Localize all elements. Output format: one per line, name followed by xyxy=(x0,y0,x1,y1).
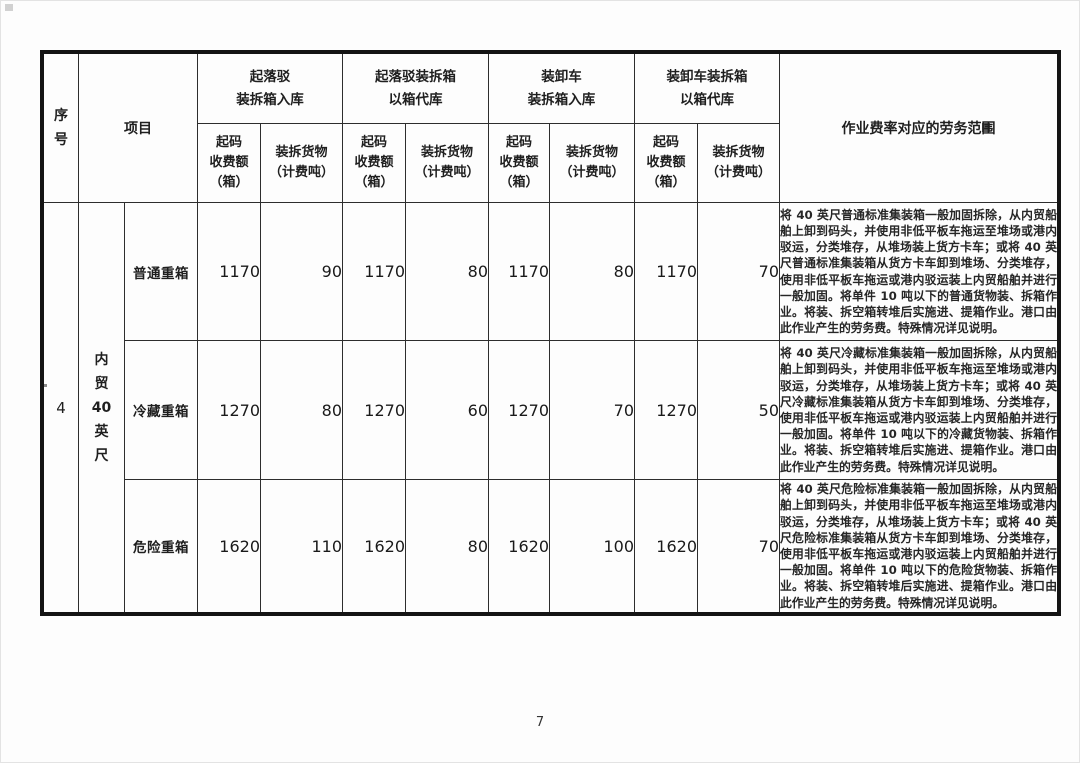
fee-cell: 1170 xyxy=(634,202,698,341)
fee-group-header-1: 起落驳 装拆箱入库 xyxy=(197,52,343,124)
fee-cell: 1620 xyxy=(488,479,550,614)
category-cell: 内 贸 40 英 尺 xyxy=(78,202,125,614)
category-char: 贸 xyxy=(94,375,109,392)
labor-scope-text: 将 40 英尺普通标准集装箱一般加固拆除，从内贸船舶上卸到码头，并使用非低平板车… xyxy=(779,202,1059,341)
labor-scope-text: 将 40 英尺冷藏标准集装箱一般加固拆除，从内贸船舶上卸到码头，并使用非低平板车… xyxy=(779,340,1059,480)
fee-cell: 1270 xyxy=(197,340,261,480)
subheader-line: （计费吨） xyxy=(559,165,625,180)
serial-header-char: 序 xyxy=(54,108,68,124)
fee-cell: 80 xyxy=(405,479,489,614)
group-header-line: 装拆箱入库 xyxy=(527,91,596,108)
fee-cell: 1270 xyxy=(488,340,550,480)
group-header-line: 装卸车装拆箱 xyxy=(666,68,748,85)
fee-cell: 90 xyxy=(260,202,343,341)
subheader-line: 起码 xyxy=(360,135,387,150)
table-row: 危险重箱 1620 110 1620 80 1620 100 1620 70 将… xyxy=(43,479,1059,614)
fee-group-header-3: 装卸车 装拆箱入库 xyxy=(488,52,635,124)
subheader-line: （计费吨） xyxy=(268,165,334,180)
scan-artifact xyxy=(5,4,13,11)
group-header-line: 以箱代库 xyxy=(680,91,734,108)
category-char: 英 xyxy=(94,423,109,440)
fee-group-header-4: 装卸车装拆箱 以箱代库 xyxy=(634,52,780,124)
fee-cell: 1270 xyxy=(634,340,698,480)
subheader-line: 收费额 xyxy=(354,155,394,170)
subheader-line: 收费额 xyxy=(499,155,539,170)
page-number: 7 xyxy=(535,715,545,730)
fee-cell: 100 xyxy=(549,479,635,614)
fee-cell: 80 xyxy=(405,202,489,341)
fee-cell: 1170 xyxy=(488,202,550,341)
serial-cell: 4 xyxy=(42,202,79,614)
fee-cell: 110 xyxy=(260,479,343,614)
subheader-line: （箱） xyxy=(646,175,686,190)
subheader-line: 起码 xyxy=(505,135,532,150)
fee-cell: 60 xyxy=(405,340,489,480)
fee-cell: 70 xyxy=(697,202,780,341)
fee-cell: 80 xyxy=(260,340,343,480)
fee-group-header-2: 起落驳装拆箱 以箱代库 xyxy=(342,52,489,124)
subheader-line: （箱） xyxy=(209,175,249,190)
cargo-subheader: 装拆货物 （计费吨） xyxy=(405,123,489,203)
table-row: 4 内 贸 40 英 尺 普通重箱 1170 90 1170 80 1170 8… xyxy=(42,202,1059,614)
serial-column-header: 序 号 xyxy=(42,52,79,203)
category-char: 尺 xyxy=(94,447,109,464)
subheader-line: （计费吨） xyxy=(705,165,771,180)
labor-scope-text: 将 40 英尺危险标准集装箱一般加固拆除，从内贸船舶上卸到码头，并使用非低平板车… xyxy=(779,479,1059,614)
group-header-line: 以箱代库 xyxy=(388,91,443,108)
tariff-table: 序 号 项目 起落驳 装拆箱入库 起落驳装拆箱 以箱代库 装卸车 装拆箱入库 装 xyxy=(40,50,1061,616)
subheader-line: （计费吨） xyxy=(414,165,480,180)
group-header-line: 装拆箱入库 xyxy=(236,91,304,108)
fee-cell: 1620 xyxy=(634,479,698,614)
category-char: 内 xyxy=(94,351,109,368)
subheader-line: 装拆货物 xyxy=(275,145,328,160)
subheader-line: 装拆货物 xyxy=(420,145,473,160)
fee-cell: 70 xyxy=(697,479,780,614)
fee-cell: 1170 xyxy=(197,202,261,341)
row-label: 普通重箱 xyxy=(124,202,198,341)
fee-cell: 70 xyxy=(549,340,635,480)
subheader-line: 装拆货物 xyxy=(565,145,618,160)
min-charge-subheader: 起码 收费额 （箱） xyxy=(634,123,698,203)
group-header-line: 起落驳 xyxy=(249,68,291,85)
cargo-subheader: 装拆货物 （计费吨） xyxy=(549,123,635,203)
fee-cell: 1620 xyxy=(197,479,261,614)
serial-header-char: 号 xyxy=(54,132,68,148)
min-charge-subheader: 起码 收费额 （箱） xyxy=(488,123,550,203)
table-row: 冷藏重箱 1270 80 1270 60 1270 70 1270 50 将 4… xyxy=(43,340,1059,480)
fee-cell: 50 xyxy=(697,340,780,480)
cargo-subheader: 装拆货物 （计费吨） xyxy=(697,123,780,203)
row-label: 危险重箱 xyxy=(124,479,198,614)
fee-cell: 1620 xyxy=(342,479,406,614)
group-header-line: 装卸车 xyxy=(541,68,582,85)
fee-cell: 80 xyxy=(549,202,635,341)
subheader-line: （箱） xyxy=(499,175,539,190)
group-header-line: 起落驳装拆箱 xyxy=(375,68,456,85)
item-column-header: 项目 xyxy=(78,52,198,203)
subheader-line: 起码 xyxy=(652,135,679,150)
subheader-line: 起码 xyxy=(215,135,242,150)
min-charge-subheader: 起码 收费额 （箱） xyxy=(342,123,406,203)
subheader-line: 装拆货物 xyxy=(712,145,765,160)
category-char: 40 xyxy=(91,399,112,416)
row-label: 冷藏重箱 xyxy=(124,340,198,480)
subheader-line: （箱） xyxy=(354,175,394,190)
fee-cell: 1270 xyxy=(342,340,406,480)
fee-cell: 1170 xyxy=(342,202,406,341)
subheader-line: 收费额 xyxy=(646,155,686,170)
labor-scope-header: 作业费率对应的劳务范围 xyxy=(779,52,1059,203)
cargo-subheader: 装拆货物 （计费吨） xyxy=(260,123,343,203)
subheader-line: 收费额 xyxy=(209,155,249,170)
min-charge-subheader: 起码 收费额 （箱） xyxy=(197,123,261,203)
